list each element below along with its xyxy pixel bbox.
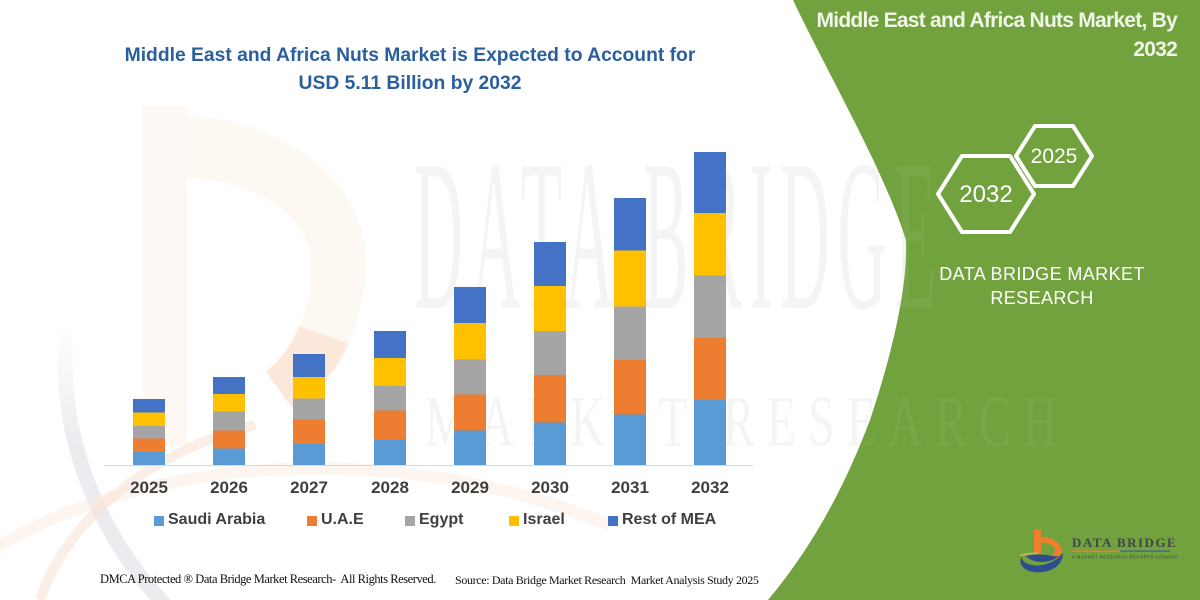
- svg-text:2032: 2032: [959, 181, 1012, 208]
- svg-text:A MARKET RESEARCH REPORTS COMP: A MARKET RESEARCH REPORTS COMPANY: [1072, 555, 1178, 560]
- svg-text:DATA BRIDGE: DATA BRIDGE: [414, 116, 944, 355]
- svg-text:2025: 2025: [1031, 145, 1078, 168]
- svg-text:DATA BRIDGE: DATA BRIDGE: [1072, 535, 1177, 550]
- svg-text:DATA BRIDGE: DATA BRIDGE: [414, 116, 944, 355]
- svg-text:MARKET RESEARCH: MARKET RESEARCH: [425, 382, 1069, 462]
